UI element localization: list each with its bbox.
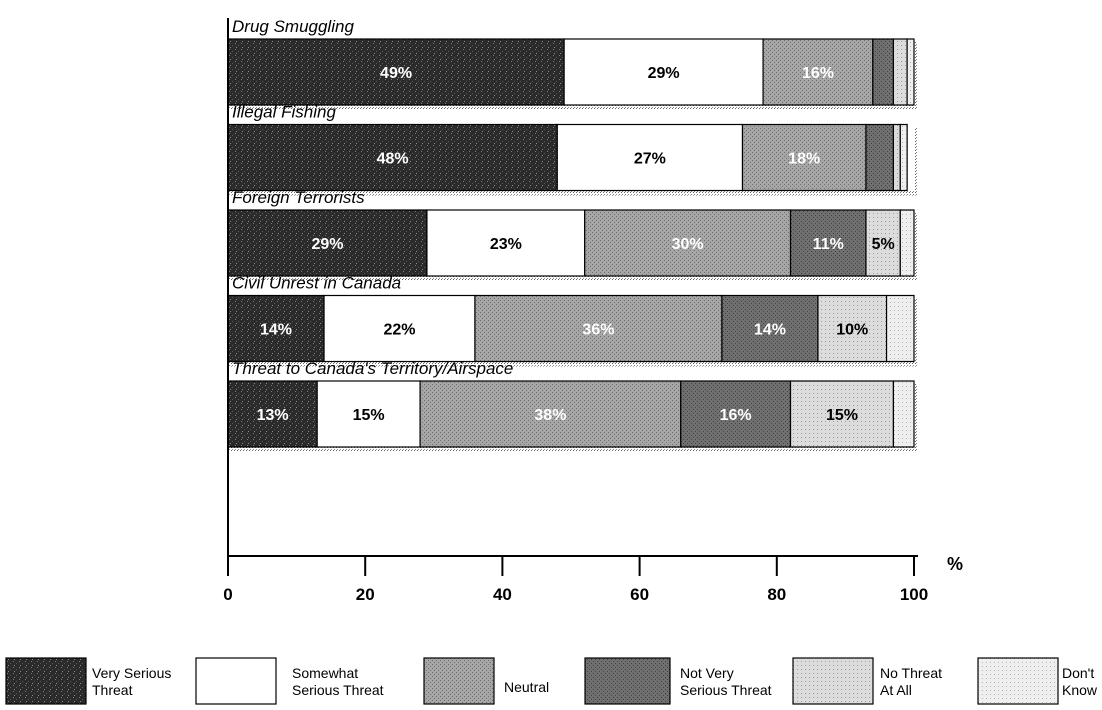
bar-shadow-right	[914, 127, 918, 194]
legend-swatch	[792, 657, 874, 705]
legend-swatch	[584, 657, 671, 705]
bar-segment-very-serious-threat	[227, 209, 428, 277]
bar-segment-not-very-serious-threat	[680, 380, 792, 448]
legend-label: Not Very	[680, 665, 734, 681]
bar-segment-no-threat-at-all	[892, 38, 908, 106]
data-label: 23%	[490, 236, 522, 253]
legend-label: Neutral	[504, 679, 549, 695]
data-label: 49%	[380, 65, 412, 82]
bar-segment-don-t-know	[899, 209, 915, 277]
data-label: 14%	[260, 322, 292, 339]
x-tick-label: 60	[630, 585, 649, 604]
bar-segment-don-t-know	[906, 38, 915, 106]
data-label: 5%	[872, 236, 895, 253]
bar-segment-don-t-know	[885, 294, 915, 363]
data-label: 15%	[353, 407, 385, 424]
bar-segment-not-very-serious-threat	[789, 209, 867, 277]
bar-group-civil-unrest-in-canada: Civil Unrest in Canada 14% 22% 36% 14% 10%	[227, 274, 918, 367]
bar-segment-no-threat-at-all	[817, 294, 888, 363]
data-label: 14%	[754, 322, 786, 339]
data-label: 29%	[648, 65, 680, 82]
legend-swatch	[423, 657, 495, 705]
legend-label: Serious Threat	[680, 682, 772, 698]
data-label: 10%	[836, 322, 868, 339]
bar-group-foreign-terrorists: Foreign Terrorists 29% 23% 30% 11% 5%	[227, 188, 918, 281]
bar-segment-very-serious-threat	[227, 294, 325, 363]
legend-label: Somewhat	[292, 665, 358, 681]
bar-segment-no-threat-at-all	[865, 209, 901, 277]
category-label: Illegal Fishing	[232, 103, 336, 122]
legend-label: No Threat	[880, 665, 942, 681]
bar-segment-somewhat-serious-threat	[323, 294, 476, 363]
category-label: Threat to Canada's Territory/Airspace	[232, 359, 513, 378]
data-label: 18%	[788, 151, 820, 168]
category-label: Civil Unrest in Canada	[232, 274, 401, 293]
bar-segment-not-very-serious-threat	[872, 38, 895, 106]
legend-label: At All	[880, 682, 912, 698]
data-label: 13%	[257, 407, 289, 424]
legend-label: Don't	[1062, 665, 1094, 681]
category-label: Foreign Terrorists	[232, 188, 365, 207]
bar-segment-neutral	[584, 209, 792, 277]
data-label: 15%	[826, 407, 858, 424]
legend-item-neutral: Neutral	[423, 657, 549, 705]
bar-shadow-right	[914, 384, 918, 450]
legend-label: Know	[1062, 682, 1098, 698]
x-tick-label: 100	[900, 585, 928, 604]
bar-group-illegal-fishing: Illegal Fishing 48% 27% 18%	[227, 103, 918, 196]
legend-swatch	[195, 657, 277, 705]
bar-segment-not-very-serious-threat	[721, 294, 819, 363]
legend-swatch	[5, 657, 87, 705]
data-label: 22%	[383, 322, 415, 339]
bar-shadow	[228, 105, 918, 110]
data-label: 11%	[813, 236, 844, 253]
bar-shadow	[228, 190, 918, 196]
legend-label: Threat	[92, 682, 133, 698]
bar-segment-somewhat-serious-threat	[426, 209, 586, 277]
data-label: 48%	[377, 151, 409, 168]
data-label: 36%	[582, 322, 614, 339]
bar-group-drug-smuggling: Drug Smuggling 49% 29% 16%	[227, 17, 918, 110]
data-label: 29%	[311, 236, 343, 253]
bar-segment-not-very-serious-threat	[865, 123, 895, 192]
x-tick-label: 40	[493, 585, 512, 604]
x-tick-label: 80	[767, 585, 786, 604]
bar-segment-don-t-know	[892, 380, 915, 448]
data-label: 30%	[672, 236, 704, 253]
data-label: 16%	[720, 407, 752, 424]
bar-segment-somewhat-serious-threat	[316, 380, 421, 448]
bar-segment-don-t-know	[899, 123, 908, 192]
bar-segment-neutral	[741, 123, 867, 192]
bar-shadow-right	[914, 213, 918, 279]
bar-segment-no-threat-at-all	[892, 123, 901, 192]
legend-label: Very Serious	[92, 665, 171, 681]
bar-shadow	[228, 447, 918, 452]
data-label: 27%	[634, 151, 666, 168]
bar-segment-neutral	[474, 294, 723, 363]
bar-shadow	[228, 361, 918, 367]
bar-segment-neutral	[762, 38, 874, 106]
bar-group-threat-to-canada-s-territory-airspace: Threat to Canada's Territory/Airspace 13%…	[227, 359, 918, 452]
bar-shadow-right	[914, 42, 918, 108]
legend-label: Serious Threat	[292, 682, 384, 698]
bar-shadow	[228, 276, 918, 281]
bar-segment-somewhat-serious-threat	[563, 38, 764, 106]
bar-segment-no-threat-at-all	[789, 380, 895, 448]
axis-unit-label: %	[947, 554, 963, 574]
legend-swatch	[977, 657, 1059, 705]
data-label: 38%	[534, 407, 566, 424]
x-tick-label: 0	[223, 585, 232, 604]
x-tick-label: 20	[356, 585, 375, 604]
bar-segment-very-serious-threat	[227, 38, 565, 106]
data-label: 16%	[802, 65, 834, 82]
category-label: Drug Smuggling	[232, 17, 354, 36]
bar-shadow-right	[914, 298, 918, 365]
